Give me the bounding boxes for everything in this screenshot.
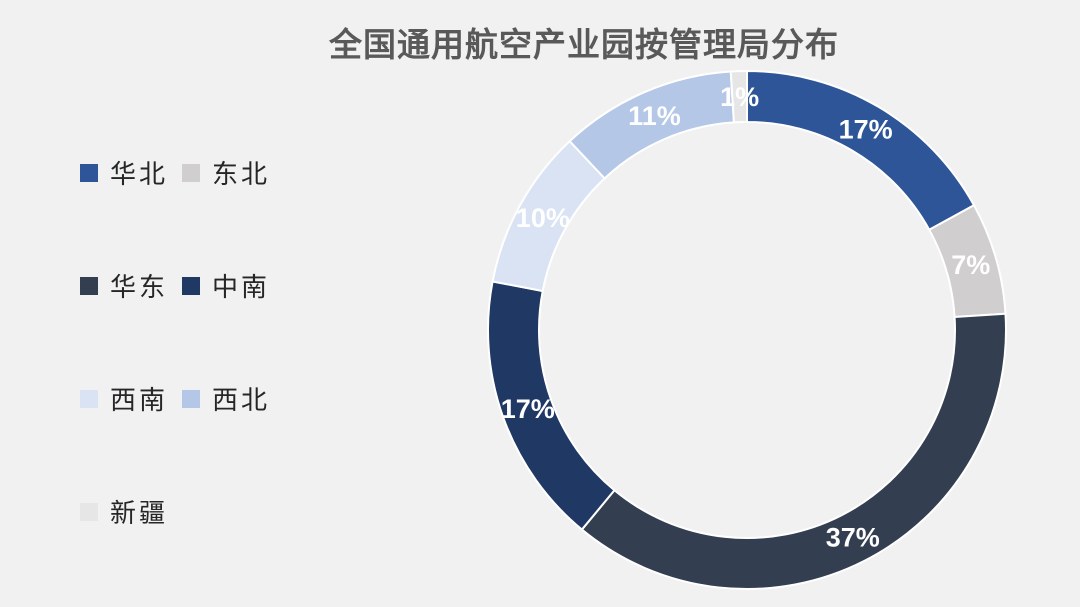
legend-label: 华东	[110, 273, 169, 303]
slice-data-label-0: 17%	[839, 114, 893, 144]
legend-item-1: 东北	[182, 154, 270, 191]
donut-slice-6	[729, 69, 748, 124]
legend-item-5: 西北	[182, 380, 270, 417]
slice-data-label-3: 17%	[501, 394, 555, 424]
legend-swatch	[80, 276, 98, 295]
legend-swatch	[80, 502, 98, 521]
legend-label: 中南	[212, 273, 271, 303]
legend-item-6: 新疆	[80, 493, 168, 530]
legend-swatch	[80, 163, 98, 182]
slice-data-label-5: 11%	[628, 101, 681, 131]
donut-slice-2	[580, 312, 1007, 590]
legend-swatch	[182, 163, 200, 182]
slice-data-label-1: 7%	[951, 250, 990, 280]
slice-data-label-4: 10%	[516, 203, 570, 233]
legend-swatch	[80, 389, 98, 408]
legend-swatch	[182, 276, 200, 295]
legend-item-0: 华北	[80, 154, 168, 191]
legend-swatch	[182, 389, 200, 408]
legend: 华北 东北华东 中南西南 西北新疆	[80, 0, 380, 607]
legend-label: 东北	[212, 160, 271, 190]
legend-item-4: 西南	[80, 380, 168, 417]
legend-item-3: 中南	[182, 267, 270, 304]
legend-label: 西北	[212, 386, 271, 416]
donut-slice-0	[746, 69, 976, 232]
legend-label: 西南	[110, 386, 169, 416]
chart-title: 全国通用航空产业园按管理局分布	[329, 25, 839, 64]
slice-data-label-6: 1%	[720, 82, 759, 112]
legend-item-2: 华东	[80, 267, 168, 304]
slice-data-label-2: 37%	[826, 523, 880, 553]
legend-label: 华北	[110, 160, 169, 190]
legend-label: 新疆	[110, 499, 169, 529]
